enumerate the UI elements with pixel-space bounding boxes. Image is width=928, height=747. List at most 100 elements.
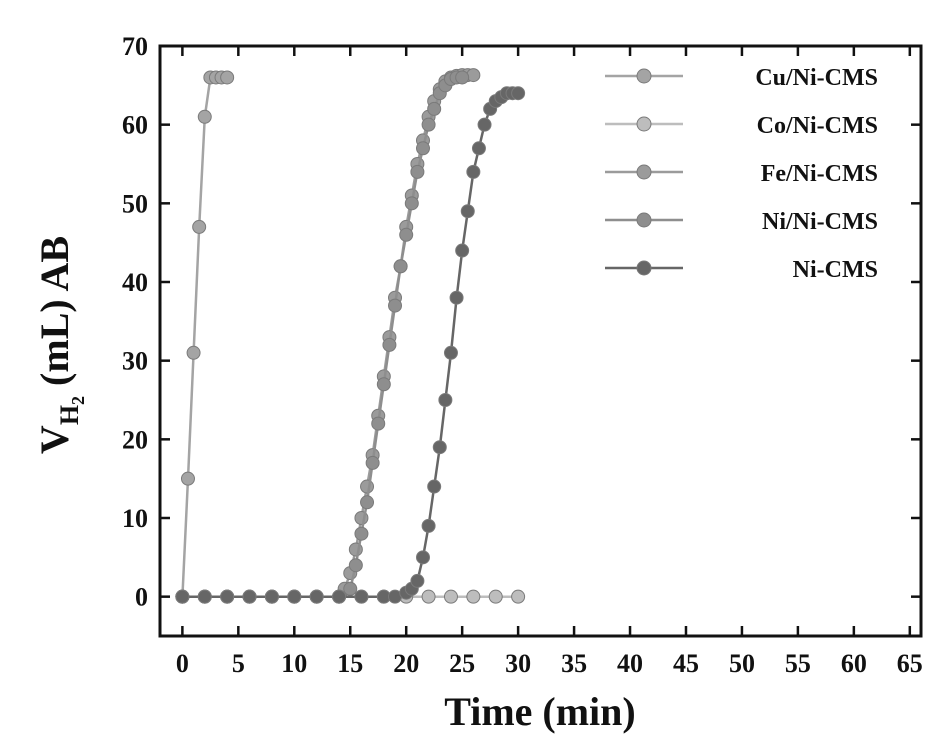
x-axis-title: Time (min) [444,689,635,734]
data-point [394,260,407,273]
data-point [344,582,357,595]
data-point [221,71,234,84]
data-point [422,118,435,131]
data-point [444,590,457,603]
data-point [355,527,368,540]
data-point [422,519,435,532]
y-tick-label: 40 [122,268,148,297]
x-tick-label: 0 [176,649,189,678]
data-point [489,590,502,603]
legend-label: Co/Ni-CMS [757,113,878,139]
data-point [389,299,402,312]
data-point [472,142,485,155]
x-tick-label: 15 [337,649,363,678]
x-tick-label: 65 [897,649,923,678]
legend-label: Cu/Ni-CMS [755,65,878,91]
data-point [450,291,463,304]
data-point [478,118,491,131]
y-axis-title-2: 2 [68,396,88,405]
data-point [405,197,418,210]
data-point [176,590,189,603]
data-point [198,110,211,123]
y-tick-label: 30 [122,347,148,376]
x-tick-label: 30 [505,649,531,678]
data-point [400,228,413,241]
y-tick-label: 10 [122,504,148,533]
legend-label: Ni/Ni-CMS [762,209,878,235]
x-tick-label: 35 [561,649,587,678]
data-point [411,574,424,587]
data-point [444,346,457,359]
legend-label: Fe/Ni-CMS [761,161,878,187]
y-axis-title-h: H [55,405,84,425]
legend-item-5: Ni-CMS [605,257,878,283]
legend-item-2: Co/Ni-CMS [605,113,878,139]
y-tick-label: 70 [122,32,148,61]
data-point [512,87,525,100]
legend-marker [637,213,651,227]
x-tick-label: 50 [729,649,755,678]
data-point [428,480,441,493]
data-point [349,559,362,572]
y-axis-title: VH2 (mL) AB [32,236,88,454]
data-point [193,220,206,233]
data-point [181,472,194,485]
data-point [198,590,211,603]
x-tick-label: 40 [617,649,643,678]
legend-marker [637,69,651,83]
series-5 [176,87,525,603]
data-point [439,394,452,407]
y-axis-title-v: V [32,425,77,454]
y-tick-label: 50 [122,189,148,218]
data-point [416,142,429,155]
data-point [265,590,278,603]
data-point [333,590,346,603]
x-tick-label: 20 [393,649,419,678]
legend-marker [637,165,651,179]
data-point [243,590,256,603]
data-point [187,346,200,359]
y-tick-label: 60 [122,111,148,140]
data-point [428,102,441,115]
series-layer [176,69,525,604]
legend-item-1: Cu/Ni-CMS [605,65,878,91]
data-point [512,590,525,603]
data-point [467,165,480,178]
data-point [461,205,474,218]
x-tick-label: 45 [673,649,699,678]
x-tick-label: 60 [841,649,867,678]
legend-marker [637,261,651,275]
data-point [456,244,469,257]
legend-item-3: Fe/Ni-CMS [605,161,878,187]
y-axis-title-rest: (mL) AB [32,236,77,396]
data-point [467,590,480,603]
legend-marker [637,117,651,131]
x-tick-label: 10 [281,649,307,678]
data-point [366,456,379,469]
data-point [422,590,435,603]
data-point [433,441,446,454]
series-line [182,78,227,597]
data-point [310,590,323,603]
legend: Cu/Ni-CMS Co/Ni-CMS Fe/Ni-CMS Ni/Ni-CMS Ni-C… [605,65,878,283]
y-tick-label: 0 [135,583,148,612]
data-point [355,590,368,603]
data-point [377,378,390,391]
data-point [221,590,234,603]
data-point [288,590,301,603]
x-tick-label: 55 [785,649,811,678]
data-point [416,551,429,564]
series-1 [176,71,234,603]
legend-item-4: Ni/Ni-CMS [605,209,878,235]
data-point [456,71,469,84]
data-point [383,338,396,351]
series-line [182,78,462,597]
y-tick-label: 20 [122,425,148,454]
data-point [361,496,374,509]
legend-label: Ni-CMS [793,257,878,283]
x-tick-label: 25 [449,649,475,678]
data-point [361,480,374,493]
data-point [372,417,385,430]
x-tick-label: 5 [232,649,245,678]
